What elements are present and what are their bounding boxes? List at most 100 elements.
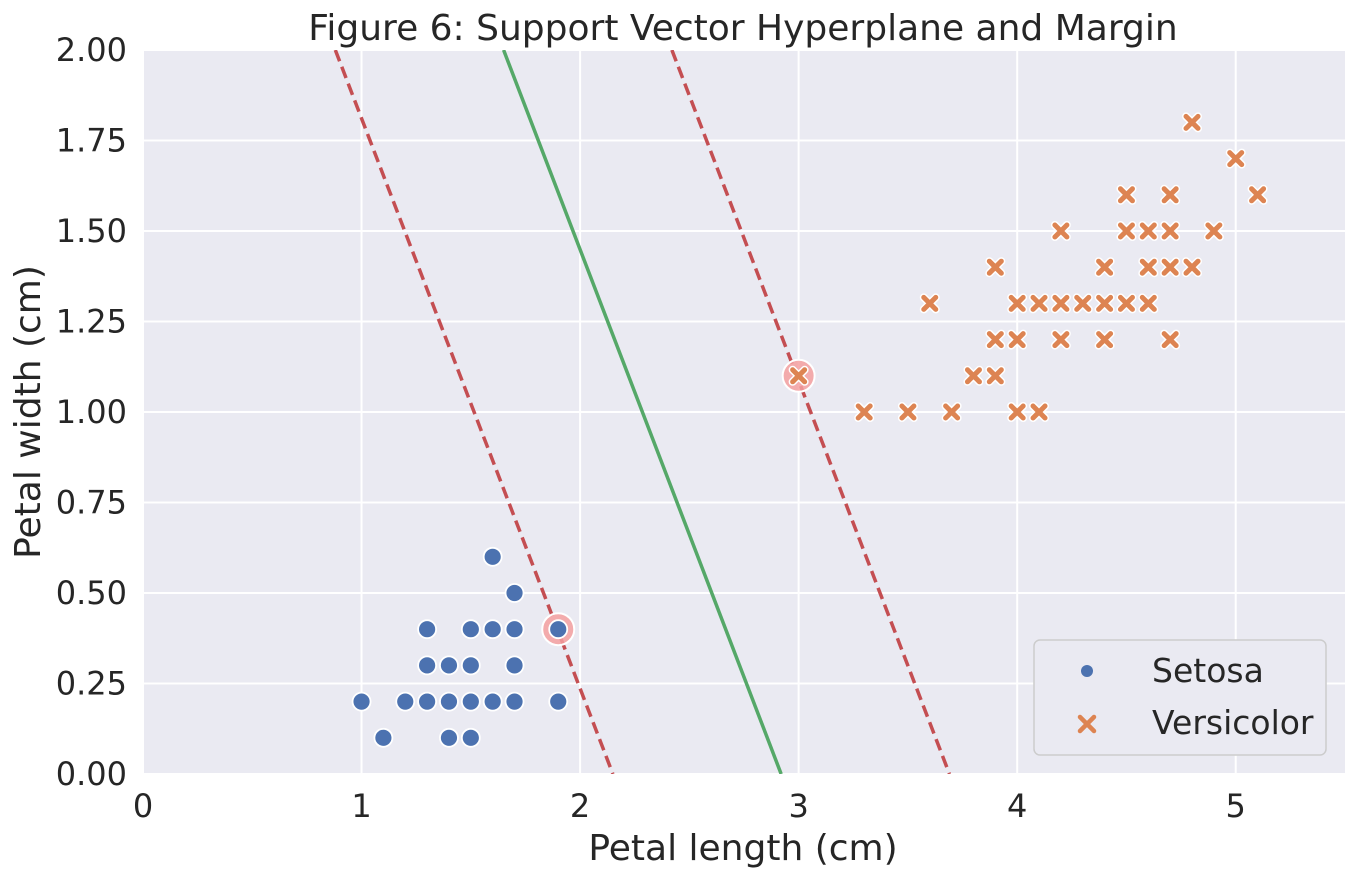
versicolor-point-mark [790,367,808,385]
versicolor-point-mark [1096,331,1114,349]
versicolor-point-mark [899,403,917,421]
y-tick-label: 2.00 [56,31,127,69]
setosa-point [460,727,481,748]
versicolor-point-mark [986,258,1004,276]
versicolor-point-mark [1161,222,1179,240]
versicolor-point [1182,112,1203,133]
setosa-point [460,691,481,712]
margin-line [670,50,952,774]
x-tick-label: 5 [1226,787,1246,825]
versicolor-point-mark [1183,258,1201,276]
setosa-point [417,655,438,676]
versicolor-point-mark [1117,294,1135,312]
versicolor-point-mark [1030,294,1048,312]
versicolor-point [1072,293,1093,314]
versicolor-point [1029,293,1050,314]
versicolor-point [919,293,940,314]
versicolor-point [1138,257,1159,278]
versicolor-point-mark [1008,403,1026,421]
versicolor-point [1050,293,1071,314]
decision-lines [333,50,952,774]
versicolor-point [788,365,809,386]
y-axis-label: Petal width (cm) [8,265,49,559]
setosa-point [439,691,459,712]
versicolor-point [1160,221,1181,241]
versicolor-point-mark [986,367,1004,385]
versicolor-point-mark [1008,331,1026,349]
versicolor-point-mark [943,403,961,421]
x-tick-label: 3 [788,787,808,825]
versicolor-point [1029,402,1050,422]
x-tick-label: 4 [1007,787,1027,825]
legend: Setosa Versicolor [1033,639,1327,756]
legend-marker-setosa [1081,665,1093,677]
setosa-point [504,691,525,712]
y-tick-label: 0.75 [56,484,127,522]
versicolor-point [1050,329,1071,350]
versicolor-point [963,365,984,386]
versicolor-point [1203,221,1224,241]
versicolor-point-mark [1030,403,1048,421]
versicolor-point [1007,329,1028,350]
x-tick-label: 1 [351,787,371,825]
y-tick-label: 1.25 [56,303,127,341]
hyperplane-line [501,50,783,774]
legend-marker-versicolor [1077,714,1097,734]
grid-lines [142,49,1345,775]
versicolor-point-mark [1117,222,1135,240]
setosa-point [482,619,503,640]
setosa-point [504,619,525,640]
versicolor-point [1116,221,1137,241]
versicolor-point-mark [1139,258,1157,276]
y-tick-label: 0.50 [56,574,127,612]
legend-box [1033,639,1327,756]
setosa-point [417,691,438,712]
setosa-point [351,691,372,712]
versicolor-point [897,402,918,422]
versicolor-point-mark [986,331,1004,349]
versicolor-point [985,365,1006,386]
versicolor-point-mark [921,294,939,312]
setosa-point [482,691,503,712]
setosa-point [460,619,481,640]
chart-title: Figure 6: Support Vector Hyperplane and … [308,8,1177,49]
versicolor-point [854,402,875,422]
y-tick-label: 1.00 [56,393,127,431]
versicolor-point-mark [855,403,873,421]
setosa-point [460,655,481,676]
versicolor-point-mark [1074,294,1092,312]
versicolor-point-mark [1052,331,1070,349]
y-tick-label: 0.00 [56,755,127,793]
versicolor-point-mark [1052,222,1070,240]
tick-labels: 0 1 2 3 4 5 0.00 0.25 0.50 0.75 1.00 1.25 1.50 1.75 2.… [56,31,1246,825]
versicolor-point [1138,221,1159,241]
setosa-point [548,691,569,712]
versicolor-point-mark [1117,186,1135,204]
versicolor-point-mark [1183,113,1201,131]
versicolor-point-mark [1161,331,1179,349]
versicolor-point [1007,402,1028,422]
versicolor-point-mark [1205,222,1223,240]
versicolor-point [1116,293,1137,314]
x-axis-label: Petal length (cm) [588,828,897,869]
versicolor-point [1050,221,1071,241]
versicolor-point [941,402,962,422]
versicolor-point-mark [1096,258,1114,276]
setosa-point [439,727,459,748]
versicolor-point-mark [1008,294,1026,312]
versicolor-point-mark [1139,294,1157,312]
setosa-point [504,583,525,603]
versicolor-point-mark [1052,294,1070,312]
setosa-point [395,691,416,712]
setosa-point [417,619,438,640]
versicolor-point [1225,148,1246,169]
data-points [351,112,1268,748]
setosa-point [373,727,394,748]
versicolor-point [1138,293,1159,314]
versicolor-point [985,329,1006,350]
versicolor-point [1182,257,1203,278]
versicolor-point [1094,329,1115,350]
versicolor-point [1247,184,1268,205]
versicolor-point [1094,293,1115,314]
